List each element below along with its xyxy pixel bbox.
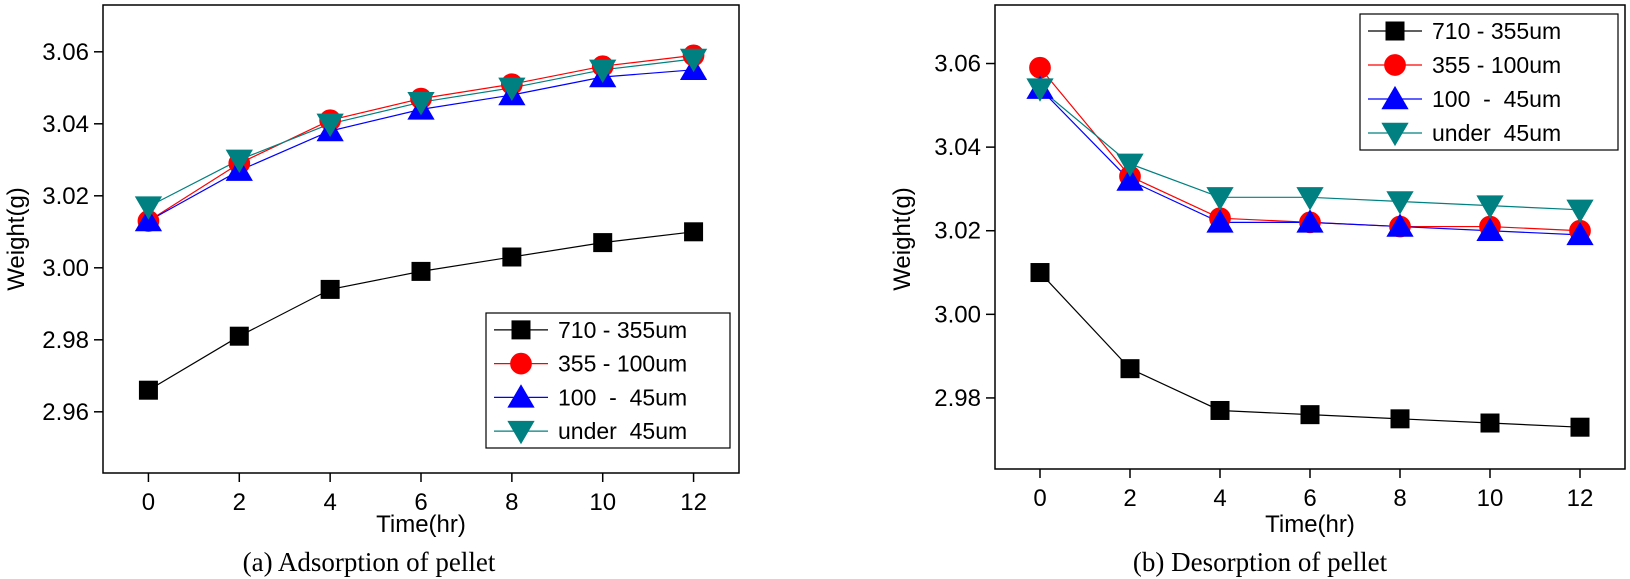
- data-point-3: [1386, 213, 1414, 237]
- data-point-4: [1026, 78, 1054, 102]
- legend-marker: [1381, 122, 1409, 147]
- data-point-4: [1296, 187, 1324, 211]
- data-point-4: [1206, 187, 1234, 211]
- legend-label: 710 - 355um: [558, 317, 687, 343]
- legend-marker: [507, 384, 535, 408]
- legend-label: 100 - 45um: [1432, 86, 1561, 112]
- x-tick-label: 4: [1213, 485, 1226, 512]
- data-point-4: [1116, 153, 1144, 177]
- legend-marker: [1381, 85, 1409, 110]
- y-axis-label-a: Weight(g): [3, 187, 30, 291]
- series-layer-a: [134, 44, 708, 400]
- y-tick-label: 2.98: [934, 385, 981, 412]
- data-point-1: [502, 247, 522, 267]
- data-point-1: [684, 222, 704, 242]
- data-point-1: [1120, 359, 1140, 379]
- legend-label: 710 - 355um: [1432, 18, 1561, 44]
- data-point-1: [593, 233, 613, 253]
- data-point-1: [1570, 417, 1590, 437]
- x-tick-label: 8: [1393, 485, 1406, 512]
- data-point-3: [1476, 217, 1504, 241]
- data-point-1: [320, 279, 340, 299]
- legend-marker: [510, 352, 532, 375]
- y-tick-label: 3.04: [42, 111, 89, 138]
- x-axis-label-b: Time(hr): [1265, 511, 1355, 538]
- data-point-4: [316, 113, 344, 137]
- data-point-4: [1476, 195, 1504, 219]
- axis-ticks-a: 0 2 4 6 8 10 12 2.96 2.98 3.00 3.02 3.04 3.06: [42, 39, 707, 516]
- legend-marker: [507, 420, 535, 445]
- data-point-1: [1300, 405, 1320, 425]
- y-tick-label: 3.06: [934, 51, 981, 78]
- data-point-3: [1116, 167, 1144, 191]
- panel-adsorption: 0 2 4 6 8 10 12 2.96 2.98 3.00 3.02 3.04 3.06 Time(h…: [3, 4, 740, 577]
- series-line-1: [1039, 272, 1581, 428]
- caption-b: (b) Desorption of pellet: [1133, 547, 1388, 577]
- data-point-3: [1296, 209, 1324, 233]
- x-tick-label: 2: [233, 489, 246, 516]
- data-point-3: [134, 207, 163, 232]
- y-tick-label: 2.96: [42, 399, 89, 426]
- data-point-4: [134, 196, 163, 220]
- y-tick-label: 3.06: [42, 39, 89, 66]
- x-tick-label: 0: [1033, 485, 1046, 512]
- data-point-1: [1030, 263, 1050, 283]
- axis-ticks-b: 0 2 4 6 8 10 12 2.98 3.00 3.02 3.04 3.06: [934, 51, 1593, 512]
- data-point-1: [138, 380, 158, 400]
- legend-a: 710 - 355um 355 - 100um 100 - 45um under 45…: [485, 312, 731, 449]
- y-tick-label: 3.04: [934, 134, 981, 161]
- data-point-1: [229, 326, 249, 346]
- data-point-4: [498, 77, 526, 101]
- data-point-4: [225, 149, 253, 173]
- caption-a: (a) Adsorption of pellet: [243, 547, 496, 577]
- y-tick-label: 2.98: [42, 327, 89, 354]
- y-tick-label: 3.00: [42, 255, 89, 282]
- legend-label: 355 - 100um: [1432, 52, 1561, 78]
- legend-label: 355 - 100um: [558, 351, 687, 377]
- data-point-3: [1206, 209, 1234, 233]
- x-tick-label: 6: [1303, 485, 1316, 512]
- y-tick-label: 3.02: [42, 183, 89, 210]
- x-tick-label: 12: [680, 489, 707, 516]
- data-point-1: [1480, 413, 1500, 433]
- x-tick-label: 12: [1567, 485, 1594, 512]
- series-layer-b: [1026, 56, 1594, 437]
- legend-marker: [1385, 21, 1405, 41]
- x-tick-label: 2: [1123, 485, 1136, 512]
- legend-label: 100 - 45um: [558, 384, 687, 410]
- x-tick-label: 6: [414, 489, 427, 516]
- data-point-4: [589, 59, 617, 83]
- y-tick-label: 3.02: [934, 218, 981, 245]
- data-point-1: [1390, 409, 1410, 429]
- data-point-2: [1029, 56, 1051, 79]
- legend-marker: [1384, 54, 1406, 76]
- x-tick-label: 10: [589, 489, 616, 516]
- y-tick-label: 3.00: [934, 301, 981, 328]
- legend-label: under 45um: [1432, 120, 1561, 146]
- data-point-4: [1386, 191, 1414, 215]
- x-tick-label: 10: [1477, 485, 1504, 512]
- data-point-4: [1566, 199, 1594, 223]
- legend-label: under 45um: [558, 418, 687, 444]
- x-tick-label: 0: [142, 489, 155, 516]
- x-tick-label: 8: [505, 489, 518, 516]
- data-point-3: [1566, 221, 1594, 246]
- x-tick-label: 4: [323, 489, 336, 516]
- data-point-1: [411, 261, 431, 281]
- y-axis-label-b: Weight(g): [889, 187, 916, 291]
- x-axis-label-a: Time(hr): [376, 511, 466, 538]
- data-point-4: [679, 48, 708, 73]
- data-point-4: [407, 91, 435, 116]
- panel-desorption: 0 2 4 6 8 10 12 2.98 3.00 3.02 3.04 3.06 Time(hr) W…: [889, 4, 1626, 577]
- legend-marker: [511, 320, 531, 340]
- data-point-1: [1210, 400, 1230, 420]
- legend-b: 710 - 355um 355 - 100um 100 - 45um under 45…: [1359, 13, 1619, 151]
